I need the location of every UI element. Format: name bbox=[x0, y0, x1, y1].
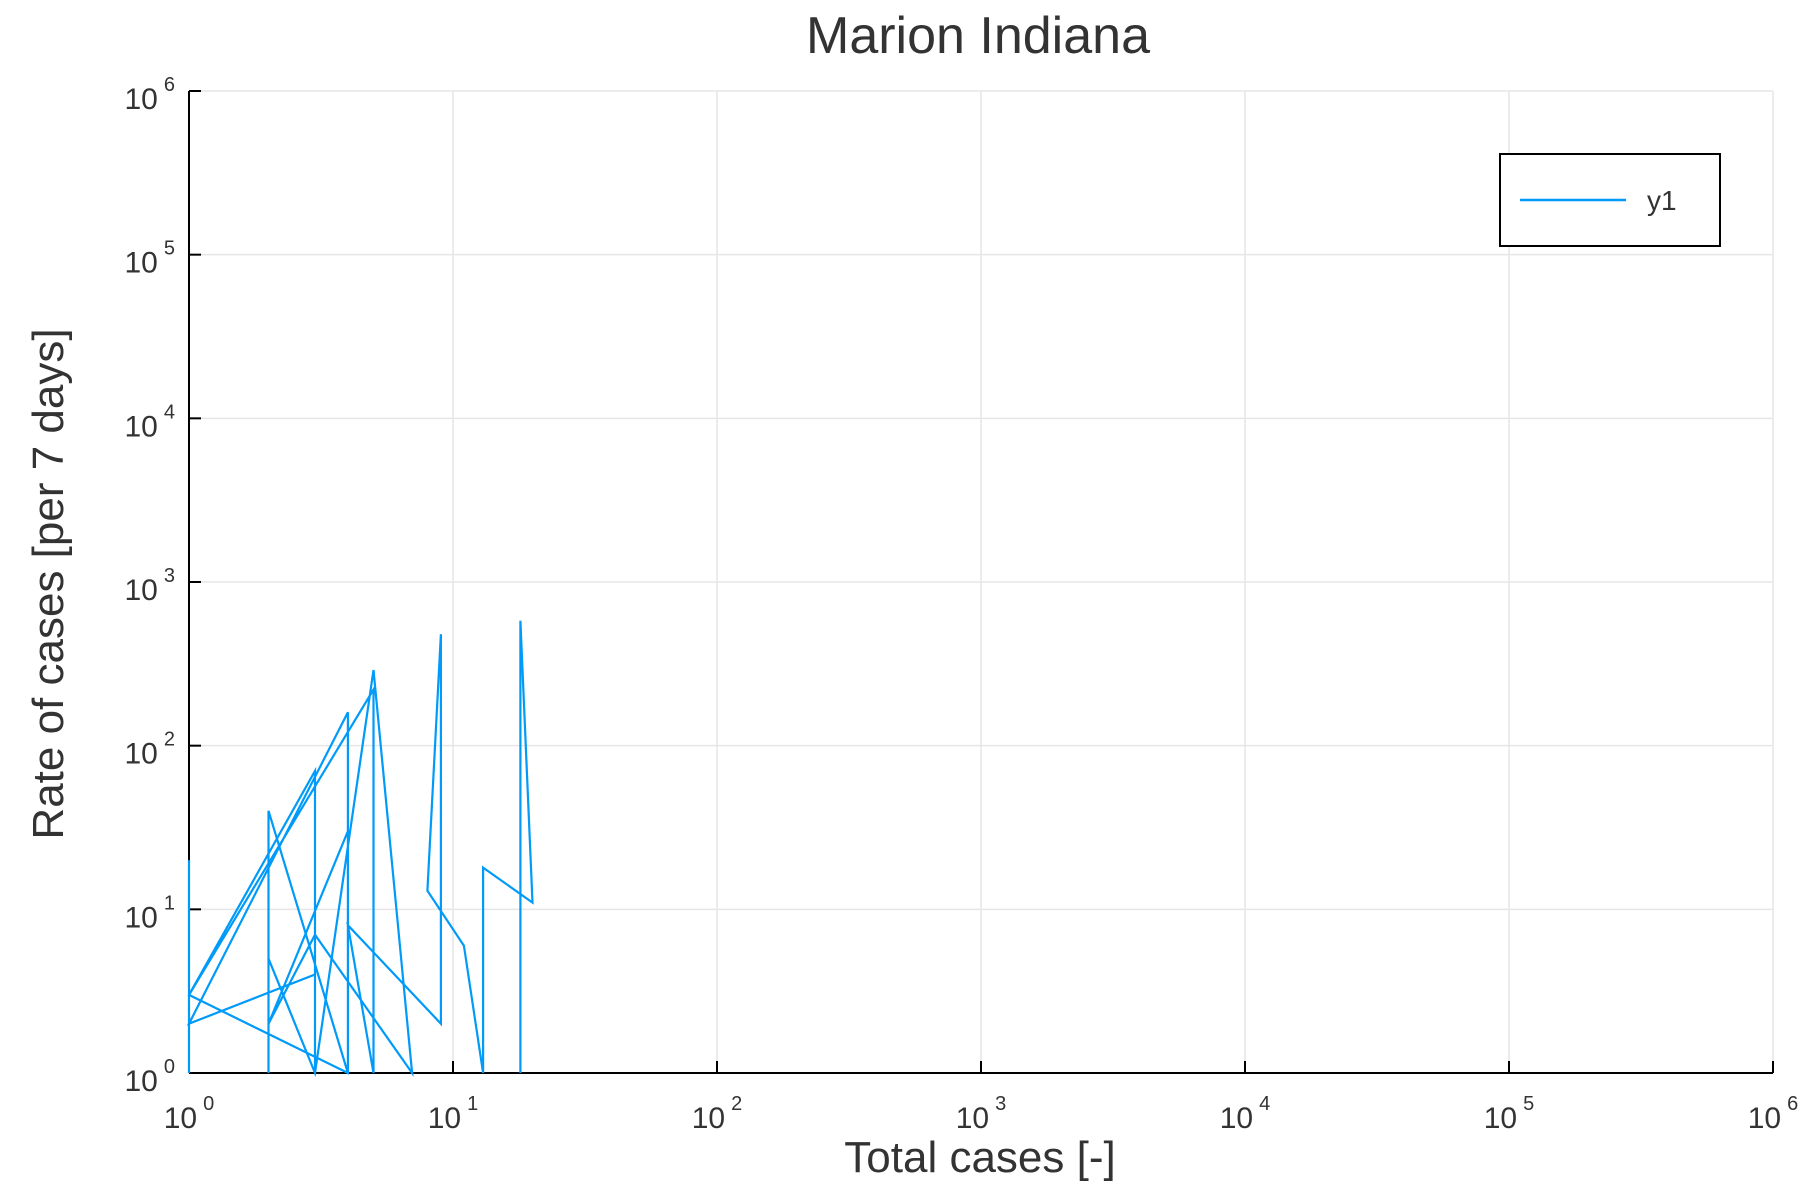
x-tick-label: 10 4 bbox=[1220, 1093, 1271, 1135]
x-tick-label: 10 0 bbox=[164, 1093, 215, 1135]
series-line-y1 bbox=[186, 620, 534, 1078]
y-tick-label: 10 6 bbox=[125, 74, 176, 116]
y-tick-label: 10 4 bbox=[125, 401, 176, 443]
x-axis-label: Total cases [-] bbox=[844, 1133, 1115, 1182]
y-tick-label: 10 1 bbox=[125, 892, 176, 934]
x-tick-label: 10 5 bbox=[1484, 1093, 1535, 1135]
y-axis-label: Rate of cases [per 7 days] bbox=[24, 328, 73, 839]
legend-label: y1 bbox=[1647, 185, 1677, 216]
x-tick-labels: 10 0 10 1 10 2 10 3 10 4 10 5 10 6 bbox=[164, 1093, 1799, 1135]
y-tick-label: 10 0 bbox=[125, 1056, 176, 1098]
x-tick-label: 10 6 bbox=[1748, 1093, 1799, 1135]
chart-title: Marion Indiana bbox=[806, 7, 1150, 65]
y-tick-label: 10 5 bbox=[125, 238, 176, 280]
y-tick-label: 10 2 bbox=[125, 729, 176, 771]
x-tick-label: 10 3 bbox=[956, 1093, 1007, 1135]
y-tick-label: 10 3 bbox=[125, 565, 176, 607]
plot-area bbox=[186, 620, 534, 1078]
legend: y1 bbox=[1499, 153, 1721, 247]
grid bbox=[188, 90, 1774, 1074]
x-tick-label: 10 1 bbox=[428, 1093, 479, 1135]
x-tick-label: 10 2 bbox=[692, 1093, 743, 1135]
